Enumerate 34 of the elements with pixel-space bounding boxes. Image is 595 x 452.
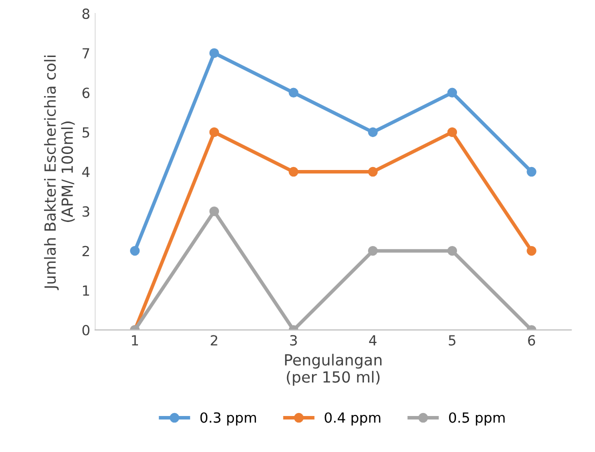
y-tick-label: 0 [82,324,90,336]
point [447,246,458,256]
point [368,166,378,177]
point [368,246,378,256]
y-tick-label: 6 [82,88,90,98]
point [526,246,536,256]
y-tick-label: 8 [82,8,90,20]
y-tick-label: 5 [82,127,90,138]
y-tick-label: 1 [83,286,90,296]
y-tick-label: 4 [82,166,90,178]
y-tick-label: 7 [82,48,90,58]
legend-label: 0.5 ppm [449,412,505,426]
point [288,88,298,98]
point [447,88,458,98]
point [526,166,536,177]
point [130,246,140,256]
legend-label: 0.4 ppm [324,412,380,426]
x-tick-label: 3 [290,335,297,346]
y-tick-label: 2 [82,246,89,256]
x-tick-label: 6 [528,335,536,346]
point [209,127,220,138]
point [209,48,220,58]
point [368,127,378,138]
x-axis-title: Pengulangan (per 150 ml) [285,354,382,386]
x-tick-label: 2 [210,335,218,346]
point [288,166,298,177]
legend-label: 0.3 ppm [200,412,256,426]
x-tick-label: 1 [132,335,138,346]
x-tick-label: 5 [448,335,456,346]
x-tick-label: 4 [369,335,377,346]
point [447,127,458,138]
y-axis-title: Jumlah Bakteri Escherichia coli (APM/ 100ml) [44,56,75,290]
point [209,206,220,216]
y-tick-label: 3 [82,206,90,217]
